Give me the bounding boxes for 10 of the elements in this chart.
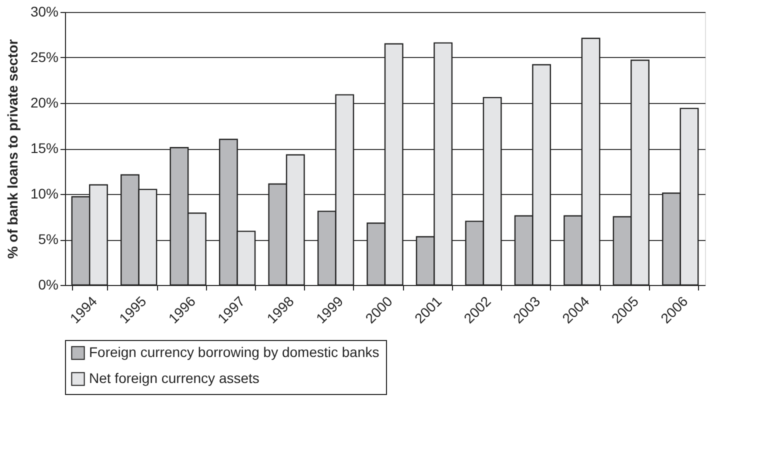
legend-label: Foreign currency borrowing by domestic banks — [89, 344, 380, 360]
y-tick-label: 5% — [38, 231, 58, 247]
y-axis-title: % of bank loans to private sector — [4, 38, 20, 259]
y-tick-label: 15% — [30, 140, 58, 156]
y-tick-label: 25% — [30, 49, 58, 65]
y-tick-label: 30% — [30, 4, 58, 20]
y-tick-label: 10% — [30, 186, 58, 202]
y-tick-label: 20% — [30, 94, 58, 110]
y-tick-label: 0% — [38, 276, 58, 292]
legend-label: Net foreign currency assets — [89, 370, 260, 386]
